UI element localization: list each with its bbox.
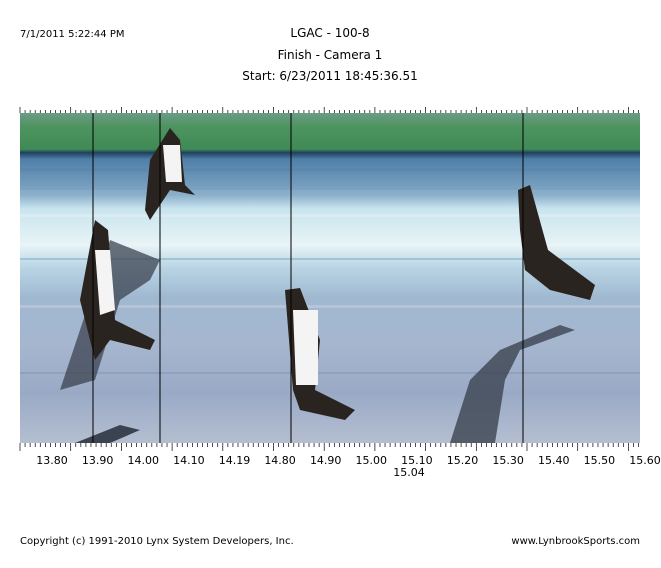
finish-lines — [92, 113, 524, 443]
title: LGAC - 100-8 — [290, 26, 369, 40]
time-label: 13.80 — [36, 454, 68, 467]
time-label: 15.40 — [538, 454, 570, 467]
cursor-time: 15.04 — [393, 466, 425, 479]
camera: Finish - Camera 1 — [278, 48, 383, 62]
time-label: 15.00 — [356, 454, 388, 467]
time-label: 14.10 — [173, 454, 205, 467]
time-label: 15.30 — [492, 454, 524, 467]
time-label: 14.80 — [264, 454, 296, 467]
timestamp: 7/1/2011 5:22:44 PM — [20, 29, 124, 40]
start-time: Start: 6/23/2011 18:45:36.51 — [242, 69, 418, 83]
time-label: 14.19 — [219, 454, 251, 467]
website: www.LynbrookSports.com — [511, 536, 640, 547]
time-label: 15.50 — [584, 454, 616, 467]
time-label: 14.90 — [310, 454, 342, 467]
time-label: 13.90 — [82, 454, 114, 467]
ruler — [19, 107, 639, 451]
time-label: 15.10 — [401, 454, 433, 467]
time-label: 14.00 — [127, 454, 159, 467]
time-label: 15.20 — [447, 454, 479, 467]
finish-image — [20, 113, 640, 443]
copyright: Copyright (c) 1991-2010 Lynx System Deve… — [20, 536, 294, 547]
time-label: 15.60 — [629, 454, 661, 467]
